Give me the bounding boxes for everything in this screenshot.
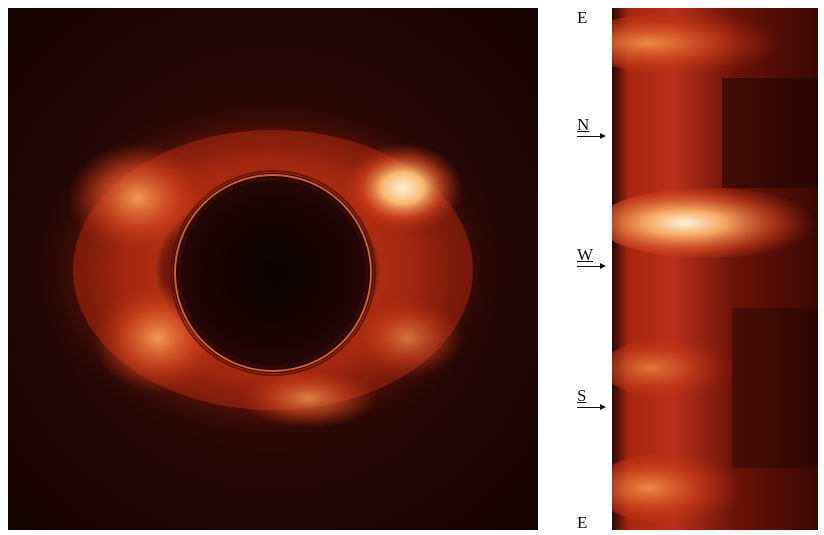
limb-strip-image <box>612 8 818 530</box>
label-east-bottom: E <box>577 513 588 532</box>
label-north: N <box>577 115 590 134</box>
label-west: W <box>577 245 594 264</box>
arrow-north-icon <box>577 133 606 139</box>
label-east-top: E <box>577 8 588 27</box>
corona-image <box>8 8 538 530</box>
label-south: S <box>577 386 587 405</box>
arrow-south-icon <box>577 404 606 410</box>
arrow-west-icon <box>577 263 606 269</box>
